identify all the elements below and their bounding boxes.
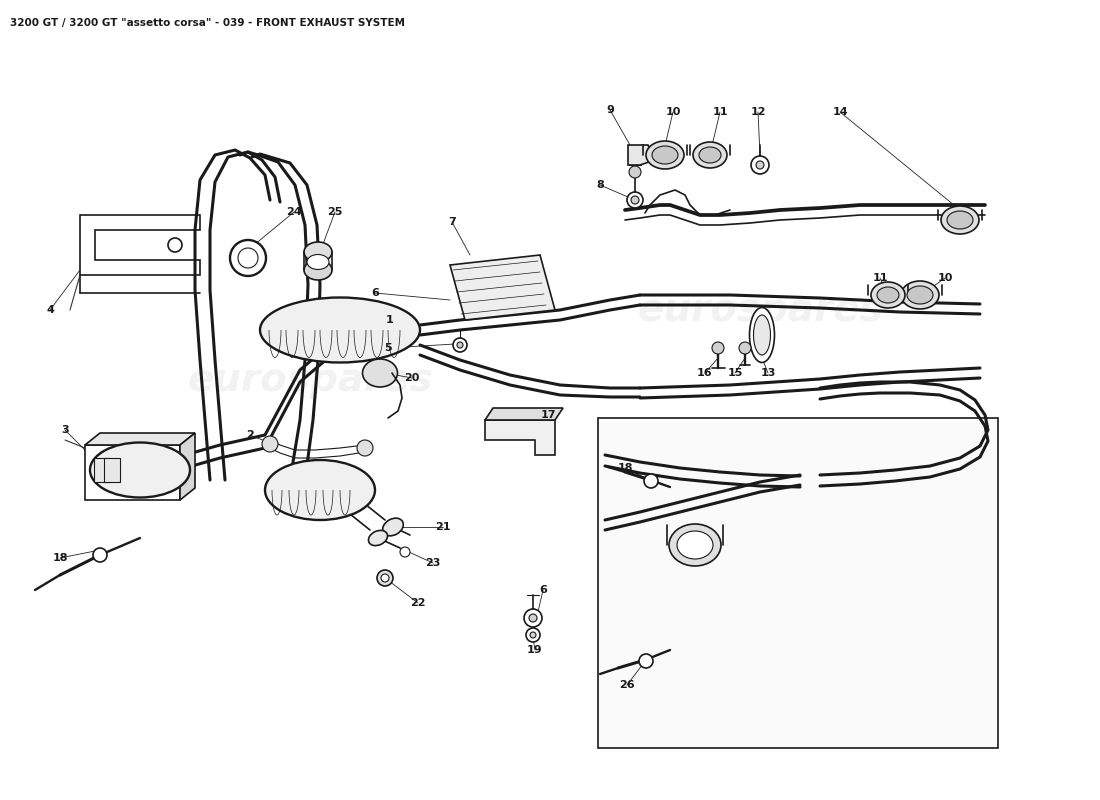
FancyBboxPatch shape xyxy=(598,418,998,748)
Text: 3200 GT / 3200 GT "assetto corsa" - 039 - FRONT EXHAUST SYSTEM: 3200 GT / 3200 GT "assetto corsa" - 039 … xyxy=(10,18,405,28)
Text: 19: 19 xyxy=(527,645,542,655)
Text: 21: 21 xyxy=(436,522,451,532)
Circle shape xyxy=(238,248,258,268)
Ellipse shape xyxy=(90,442,190,498)
Ellipse shape xyxy=(908,286,933,304)
Text: 12: 12 xyxy=(750,107,766,117)
Text: 23: 23 xyxy=(426,558,441,568)
Text: 10: 10 xyxy=(937,273,953,283)
Circle shape xyxy=(230,240,266,276)
Polygon shape xyxy=(94,458,110,482)
Circle shape xyxy=(644,474,658,488)
Circle shape xyxy=(756,161,764,169)
Circle shape xyxy=(524,609,542,627)
Circle shape xyxy=(526,628,540,642)
Polygon shape xyxy=(628,145,654,165)
Circle shape xyxy=(629,166,641,178)
Text: 9: 9 xyxy=(606,105,614,115)
Circle shape xyxy=(530,632,536,638)
Text: 18: 18 xyxy=(53,553,68,563)
Text: 11: 11 xyxy=(872,273,888,283)
Circle shape xyxy=(453,338,468,352)
Circle shape xyxy=(381,574,389,582)
Circle shape xyxy=(751,156,769,174)
Text: 4: 4 xyxy=(46,305,54,315)
Text: 6: 6 xyxy=(371,288,378,298)
Circle shape xyxy=(456,342,463,348)
Ellipse shape xyxy=(304,260,332,280)
Ellipse shape xyxy=(877,287,899,303)
Ellipse shape xyxy=(368,530,387,546)
Text: 14: 14 xyxy=(833,107,848,117)
Text: 25: 25 xyxy=(328,207,343,217)
Ellipse shape xyxy=(363,359,397,387)
Ellipse shape xyxy=(260,298,420,362)
Text: 2: 2 xyxy=(246,430,254,440)
Ellipse shape xyxy=(383,518,404,536)
Text: 20: 20 xyxy=(405,373,420,383)
Text: 26: 26 xyxy=(619,680,635,690)
Ellipse shape xyxy=(676,531,713,559)
Ellipse shape xyxy=(652,146,678,164)
Text: 5: 5 xyxy=(384,343,392,353)
Ellipse shape xyxy=(940,206,979,234)
Ellipse shape xyxy=(947,211,974,229)
Text: 17: 17 xyxy=(540,410,556,420)
Circle shape xyxy=(94,548,107,562)
Text: 1: 1 xyxy=(386,315,394,325)
Text: 8: 8 xyxy=(596,180,604,190)
Ellipse shape xyxy=(698,147,720,163)
Text: 7: 7 xyxy=(448,217,455,227)
Text: 6: 6 xyxy=(539,585,547,595)
Circle shape xyxy=(529,614,537,622)
Text: 3: 3 xyxy=(62,425,69,435)
Ellipse shape xyxy=(307,254,329,270)
Ellipse shape xyxy=(871,282,905,308)
Polygon shape xyxy=(485,420,556,455)
Circle shape xyxy=(712,342,724,354)
Ellipse shape xyxy=(754,315,770,355)
Circle shape xyxy=(262,436,278,452)
Polygon shape xyxy=(485,408,563,420)
Text: 24: 24 xyxy=(286,207,301,217)
Ellipse shape xyxy=(304,242,332,262)
Ellipse shape xyxy=(265,460,375,520)
Circle shape xyxy=(639,654,653,668)
Circle shape xyxy=(627,192,644,208)
Text: 15: 15 xyxy=(727,368,742,378)
Circle shape xyxy=(377,570,393,586)
Text: 18: 18 xyxy=(617,463,632,473)
Text: eurospares: eurospares xyxy=(637,611,883,649)
Text: 13: 13 xyxy=(760,368,775,378)
Text: 11: 11 xyxy=(713,107,728,117)
Circle shape xyxy=(739,342,751,354)
Text: 22: 22 xyxy=(410,598,426,608)
Circle shape xyxy=(168,238,182,252)
Text: eurospares: eurospares xyxy=(187,361,433,399)
Text: 10: 10 xyxy=(666,107,681,117)
Ellipse shape xyxy=(901,281,939,309)
Circle shape xyxy=(400,547,410,557)
Polygon shape xyxy=(450,255,556,320)
Ellipse shape xyxy=(749,307,774,362)
Polygon shape xyxy=(85,433,195,445)
Text: 16: 16 xyxy=(697,368,713,378)
Ellipse shape xyxy=(693,142,727,168)
Polygon shape xyxy=(104,458,120,482)
Text: eurospares: eurospares xyxy=(637,291,883,329)
Circle shape xyxy=(631,196,639,204)
Ellipse shape xyxy=(669,524,720,566)
Ellipse shape xyxy=(646,141,684,169)
Polygon shape xyxy=(180,433,195,500)
Polygon shape xyxy=(85,445,180,500)
Circle shape xyxy=(358,440,373,456)
